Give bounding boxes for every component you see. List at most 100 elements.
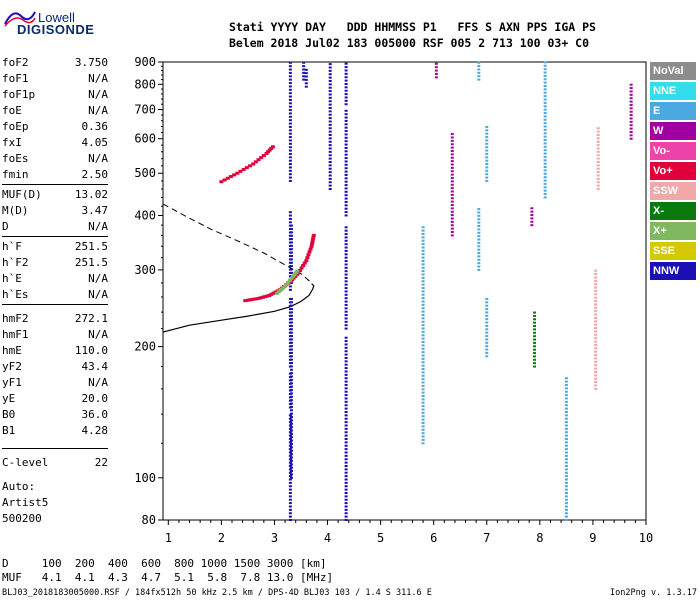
echo-mark — [288, 156, 292, 159]
echo-mark — [421, 259, 425, 262]
echo-mark — [450, 143, 454, 146]
echo-mark — [421, 361, 425, 364]
vo-plus-trace-mark — [271, 291, 276, 295]
upper-trace-mark — [241, 167, 246, 171]
echo-mark — [596, 157, 600, 160]
echo-mark — [596, 177, 600, 180]
echo-mark — [289, 436, 293, 439]
echo-mark — [344, 475, 348, 478]
echo-mark — [289, 334, 293, 337]
echo-mark — [450, 170, 454, 173]
echo-mark — [344, 431, 348, 434]
echo-mark — [344, 397, 348, 400]
echo-mark — [288, 434, 292, 437]
echo-mark — [344, 146, 348, 149]
echo-mark — [594, 327, 598, 330]
x-plus-trace-mark — [283, 284, 288, 288]
echo-mark — [344, 126, 348, 129]
echo-mark — [421, 408, 425, 411]
echo-mark — [564, 458, 568, 461]
echo-mark — [421, 401, 425, 404]
echo-mark — [344, 293, 348, 296]
echo-mark — [629, 124, 633, 127]
y-tick-label: 80 — [142, 513, 156, 527]
echo-mark — [289, 439, 293, 442]
echo-mark — [344, 187, 348, 190]
echo-mark — [344, 461, 348, 464]
echo-mark — [543, 61, 547, 64]
echo-mark — [288, 61, 292, 64]
echo-mark — [344, 211, 348, 214]
upper-trace-mark — [232, 173, 237, 177]
echo-mark — [485, 156, 489, 159]
echo-mark — [344, 303, 348, 306]
echo-mark — [288, 427, 292, 430]
param-name: C-level — [2, 456, 49, 469]
echo-mark — [543, 186, 547, 189]
echo-mark — [564, 451, 568, 454]
echo-mark — [344, 266, 348, 269]
echo-mark — [421, 276, 425, 279]
echo-mark — [344, 184, 348, 187]
y-tick-label: 700 — [134, 103, 156, 117]
vo-plus-trace-mark — [248, 298, 253, 302]
echo-mark — [328, 127, 332, 130]
echo-mark — [328, 167, 332, 170]
echo-mark — [289, 238, 293, 241]
echo-mark — [344, 421, 348, 424]
vo-plus-trace-mark — [302, 261, 307, 265]
echo-mark — [564, 424, 568, 427]
echo-mark — [289, 318, 293, 321]
echo-mark — [289, 463, 293, 466]
echo-mark — [594, 300, 598, 303]
vo-plus-trace-mark — [305, 256, 310, 260]
echo-mark — [485, 321, 489, 324]
echo-mark — [564, 414, 568, 417]
upper-trace-mark — [228, 175, 233, 179]
echo-mark — [533, 355, 537, 358]
echo-mark — [564, 394, 568, 397]
echo-mark — [289, 470, 293, 473]
x-tick-label: 5 — [377, 531, 384, 545]
echo-mark — [328, 93, 332, 96]
echo-mark — [594, 316, 598, 319]
echo-mark — [344, 290, 348, 293]
echo-mark — [344, 515, 348, 518]
echo-mark — [344, 505, 348, 508]
echo-mark — [288, 508, 292, 511]
echo-mark — [450, 187, 454, 190]
echo-mark — [344, 123, 348, 126]
echo-mark — [477, 68, 481, 71]
echo-mark — [543, 68, 547, 71]
echo-mark — [344, 62, 348, 65]
echo-mark — [564, 508, 568, 511]
param-row: fxI 4.05 — [2, 136, 108, 152]
echo-mark — [421, 395, 425, 398]
echo-mark — [594, 364, 598, 367]
echo-mark — [421, 378, 425, 381]
digisonde-logo-icon — [4, 11, 36, 27]
echo-mark — [328, 137, 332, 140]
echo-mark — [289, 251, 293, 254]
echo-mark — [477, 252, 481, 255]
echo-mark — [344, 136, 348, 139]
echo-mark — [344, 437, 348, 440]
echo-mark — [289, 416, 293, 419]
param-value: N/A — [88, 328, 108, 341]
echo-mark — [288, 152, 292, 155]
echo-mark — [485, 136, 489, 139]
echo-mark — [450, 231, 454, 234]
echo-mark — [344, 260, 348, 263]
echo-mark — [596, 184, 600, 187]
echo-mark — [543, 115, 547, 118]
echo-mark — [629, 137, 633, 140]
param-name: M(D) — [2, 204, 29, 217]
echo-mark — [594, 333, 598, 336]
vo-plus-trace-mark — [309, 244, 314, 248]
echo-mark — [288, 214, 292, 217]
echo-mark — [344, 89, 348, 92]
echo-mark — [344, 253, 348, 256]
echo-mark — [421, 432, 425, 435]
echo-mark — [450, 146, 454, 149]
echo-mark — [564, 498, 568, 501]
